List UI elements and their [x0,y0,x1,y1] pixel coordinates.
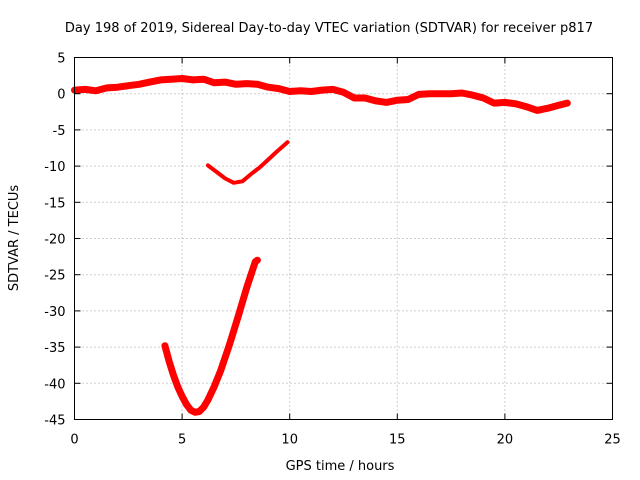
series-track-1 [71,75,571,114]
y-axis-title: SDTVAR / TECUs [7,185,22,292]
x-tick-label: 20 [497,433,514,448]
y-tick-label: -10 [44,160,65,175]
grid-layer [74,57,613,420]
x-tick-label: 5 [178,433,186,448]
y-tick-label: 5 [57,52,65,67]
y-tick-label: -5 [53,124,66,139]
y-tick-label: -45 [44,414,65,429]
series-track-2 [205,140,290,185]
y-tick-label: -25 [44,269,65,284]
y-tick-label: -40 [44,377,65,392]
series-layer [71,75,571,416]
y-tick-label: -15 [44,196,65,211]
tick-layer: 0 5 10 15 20 25 5 0 -5 -10 -15 -20 -25 -30 -35 -40 -45 [44,52,621,448]
x-tick-label: 15 [389,433,406,448]
chart-title: Day 198 of 2019, Sidereal Day-to-day VTE… [65,21,593,36]
y-tick-label: -30 [44,305,65,320]
x-tick-label: 0 [70,433,78,448]
y-tick-label: 0 [57,88,65,103]
x-axis-title: GPS time / hours [286,459,395,474]
x-tick-label: 10 [281,433,298,448]
y-tick-label: -35 [44,341,65,356]
x-tick-label: 25 [604,433,621,448]
y-tick-label: -20 [44,233,65,248]
series-track-3 [161,256,261,416]
